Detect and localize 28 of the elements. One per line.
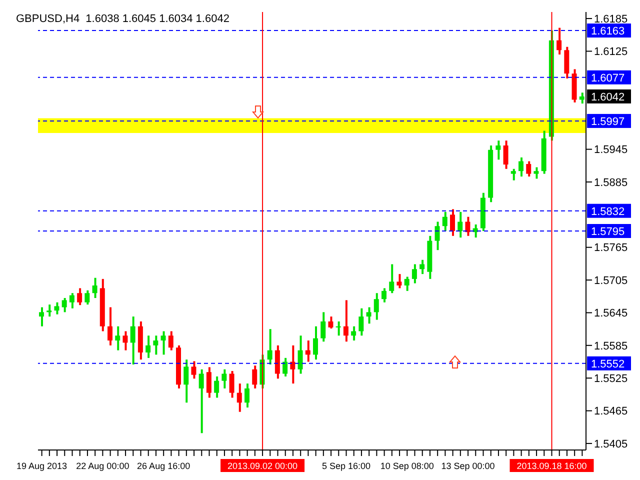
x-tick-label: 10 Sep 08:00 <box>380 461 434 471</box>
x-tick-label: 5 Sep 16:00 <box>322 461 371 471</box>
ref-line-label: 1.5832 <box>591 206 625 218</box>
y-tick-label: 1.5525 <box>594 372 628 385</box>
x-tick-label: 22 Aug 00:00 <box>76 461 130 471</box>
x-tick-label: 19 Aug 2013 <box>16 461 68 471</box>
ref-line-label: 1.5552 <box>591 358 625 370</box>
ref-line-label: 1.6077 <box>591 72 625 84</box>
y-tick-label: 1.6185 <box>594 13 628 26</box>
x-tick-label: 13 Sep 00:00 <box>441 461 495 471</box>
y-tick-label: 1.5465 <box>594 406 628 418</box>
y-tick-label: 1.5585 <box>594 340 628 352</box>
ref-line-label: 1.5997 <box>591 116 625 128</box>
y-tick-label: 1.5645 <box>594 308 628 320</box>
y-tick-label: 1.5405 <box>594 438 628 450</box>
y-tick-label: 1.6125 <box>594 46 628 58</box>
x-tick-label: 26 Aug 16:00 <box>137 461 190 471</box>
y-tick-label: 1.5885 <box>594 176 628 189</box>
y-tick-label: 1.5705 <box>594 274 628 287</box>
x-tick-label: 2013.09.18 16:00 <box>516 461 587 471</box>
chart-title: GBPUSD,H4 1.6038 1.6045 1.6034 1.6042 <box>16 13 230 25</box>
y-tick-label: 1.5765 <box>594 242 628 254</box>
ref-line-label: 1.6163 <box>591 26 625 38</box>
x-tick-label: 2013.09.02 00:00 <box>227 461 298 471</box>
candlestick <box>336 321 341 336</box>
ref-line-label: 1.5795 <box>591 226 625 238</box>
annotation: 1.6042 <box>591 91 625 104</box>
y-tick-label: 1.5945 <box>594 144 628 156</box>
